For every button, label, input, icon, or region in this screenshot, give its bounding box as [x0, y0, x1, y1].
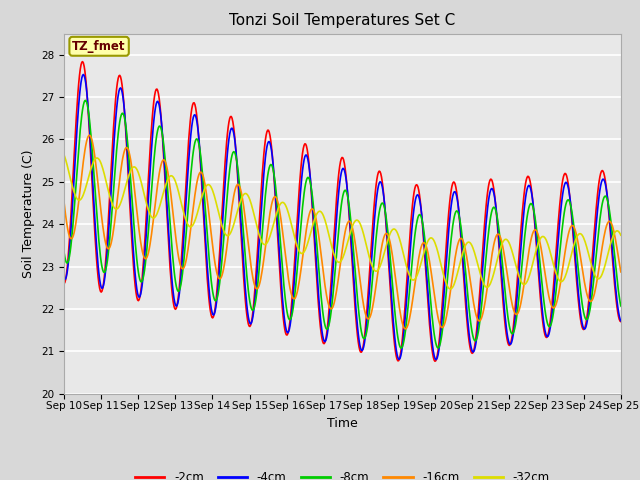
- X-axis label: Time: Time: [327, 417, 358, 430]
- Legend: -2cm, -4cm, -8cm, -16cm, -32cm: -2cm, -4cm, -8cm, -16cm, -32cm: [130, 466, 555, 480]
- Text: TZ_fmet: TZ_fmet: [72, 40, 126, 53]
- Y-axis label: Soil Temperature (C): Soil Temperature (C): [22, 149, 35, 278]
- Title: Tonzi Soil Temperatures Set C: Tonzi Soil Temperatures Set C: [229, 13, 456, 28]
